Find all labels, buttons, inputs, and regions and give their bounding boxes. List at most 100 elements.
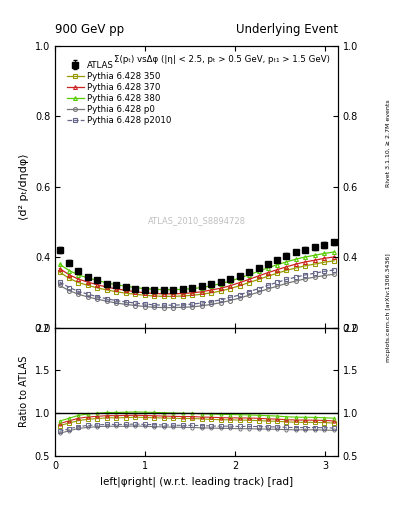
- Pythia 6.428 p2010: [228, 294, 232, 301]
- Pythia 6.428 350: [76, 280, 81, 286]
- Pythia 6.428 350: [303, 263, 308, 269]
- Pythia 6.428 p2010: [124, 299, 129, 305]
- Text: mcplots.cern.ch [arXiv:1306.3436]: mcplots.cern.ch [arXiv:1306.3436]: [386, 253, 391, 361]
- Pythia 6.428 370: [200, 289, 204, 295]
- Pythia 6.428 350: [265, 273, 270, 280]
- Pythia 6.428 p0: [86, 294, 91, 300]
- Pythia 6.428 380: [200, 285, 204, 291]
- Pythia 6.428 p0: [171, 305, 175, 311]
- Legend: ATLAS, Pythia 6.428 350, Pythia 6.428 370, Pythia 6.428 380, Pythia 6.428 p0, Py: ATLAS, Pythia 6.428 350, Pythia 6.428 37…: [65, 59, 173, 127]
- Pythia 6.428 p2010: [189, 301, 194, 307]
- Pythia 6.428 370: [86, 279, 91, 285]
- Pythia 6.428 p2010: [313, 270, 318, 276]
- Pythia 6.428 370: [208, 287, 213, 293]
- Pythia 6.428 380: [76, 272, 81, 278]
- Pythia 6.428 p0: [294, 278, 299, 284]
- Pythia 6.428 380: [133, 285, 138, 291]
- X-axis label: left|φright| (w.r.t. leading track) [rad]: left|φright| (w.r.t. leading track) [rad…: [100, 476, 293, 486]
- Pythia 6.428 370: [171, 291, 175, 297]
- Pythia 6.428 380: [237, 275, 242, 281]
- Pythia 6.428 380: [332, 249, 336, 255]
- Pythia 6.428 380: [86, 275, 91, 281]
- Pythia 6.428 350: [124, 290, 129, 296]
- Pythia 6.428 p2010: [322, 268, 327, 274]
- Pythia 6.428 350: [294, 265, 299, 271]
- Pythia 6.428 370: [294, 261, 299, 267]
- Pythia 6.428 350: [152, 293, 156, 299]
- Pythia 6.428 p0: [219, 300, 223, 306]
- Pythia 6.428 p2010: [114, 297, 119, 304]
- Pythia 6.428 350: [322, 259, 327, 265]
- Line: Pythia 6.428 380: Pythia 6.428 380: [58, 250, 336, 292]
- Pythia 6.428 370: [180, 290, 185, 296]
- Pythia 6.428 350: [57, 269, 62, 275]
- Pythia 6.428 370: [143, 290, 147, 296]
- Pythia 6.428 p2010: [219, 297, 223, 303]
- Pythia 6.428 350: [208, 290, 213, 296]
- Pythia 6.428 p2010: [133, 300, 138, 306]
- Pythia 6.428 p2010: [303, 272, 308, 278]
- Pythia 6.428 p0: [152, 304, 156, 310]
- Pythia 6.428 380: [322, 250, 327, 257]
- Pythia 6.428 p2010: [67, 285, 72, 291]
- Pythia 6.428 380: [208, 283, 213, 289]
- Pythia 6.428 350: [189, 292, 194, 298]
- Pythia 6.428 370: [76, 276, 81, 282]
- Pythia 6.428 380: [256, 268, 261, 274]
- Pythia 6.428 350: [67, 275, 72, 282]
- Pythia 6.428 370: [95, 282, 100, 288]
- Line: Pythia 6.428 350: Pythia 6.428 350: [58, 259, 336, 298]
- Pythia 6.428 p2010: [237, 292, 242, 298]
- Pythia 6.428 350: [284, 267, 289, 273]
- Pythia 6.428 350: [228, 286, 232, 292]
- Pythia 6.428 380: [228, 278, 232, 284]
- Pythia 6.428 p0: [105, 298, 110, 304]
- Pythia 6.428 370: [162, 291, 166, 297]
- Pythia 6.428 p0: [284, 280, 289, 286]
- Pythia 6.428 350: [162, 293, 166, 300]
- Pythia 6.428 350: [171, 293, 175, 300]
- Pythia 6.428 p2010: [275, 279, 280, 285]
- Pythia 6.428 370: [124, 287, 129, 293]
- Pythia 6.428 p2010: [143, 301, 147, 307]
- Pythia 6.428 p0: [189, 304, 194, 310]
- Pythia 6.428 380: [105, 280, 110, 286]
- Pythia 6.428 370: [189, 290, 194, 296]
- Pythia 6.428 p0: [67, 288, 72, 294]
- Pythia 6.428 370: [133, 289, 138, 295]
- Line: Pythia 6.428 370: Pythia 6.428 370: [58, 255, 336, 296]
- Pythia 6.428 p0: [180, 304, 185, 310]
- Pythia 6.428 370: [105, 284, 110, 290]
- Pythia 6.428 350: [313, 261, 318, 267]
- Pythia 6.428 370: [219, 285, 223, 291]
- Pythia 6.428 p0: [332, 271, 336, 278]
- Pythia 6.428 380: [265, 265, 270, 271]
- Pythia 6.428 p2010: [246, 289, 251, 295]
- Pythia 6.428 350: [246, 280, 251, 286]
- Pythia 6.428 370: [322, 255, 327, 262]
- Pythia 6.428 370: [275, 267, 280, 273]
- Pythia 6.428 p0: [303, 275, 308, 282]
- Pythia 6.428 p0: [162, 305, 166, 311]
- Text: Rivet 3.1.10, ≥ 2.7M events: Rivet 3.1.10, ≥ 2.7M events: [386, 99, 391, 187]
- Pythia 6.428 380: [57, 261, 62, 267]
- Pythia 6.428 p2010: [180, 302, 185, 308]
- Pythia 6.428 370: [228, 283, 232, 289]
- Pythia 6.428 p2010: [86, 291, 91, 297]
- Pythia 6.428 p2010: [95, 294, 100, 300]
- Pythia 6.428 p0: [265, 286, 270, 292]
- Pythia 6.428 370: [57, 265, 62, 271]
- Pythia 6.428 380: [67, 268, 72, 274]
- Pythia 6.428 p2010: [76, 288, 81, 294]
- Pythia 6.428 370: [332, 254, 336, 260]
- Pythia 6.428 p2010: [200, 300, 204, 306]
- Pythia 6.428 p0: [313, 274, 318, 280]
- Text: Underlying Event: Underlying Event: [236, 23, 338, 36]
- Pythia 6.428 p2010: [57, 279, 62, 285]
- Pythia 6.428 370: [152, 290, 156, 296]
- Pythia 6.428 370: [303, 259, 308, 265]
- Text: Σ(pₜ) vsΔφ (|η| < 2.5, pₜ > 0.5 GeV, pₜ₁ > 1.5 GeV): Σ(pₜ) vsΔφ (|η| < 2.5, pₜ > 0.5 GeV, pₜ₁…: [114, 55, 329, 63]
- Pythia 6.428 p0: [228, 297, 232, 304]
- Pythia 6.428 380: [313, 252, 318, 258]
- Pythia 6.428 p0: [57, 283, 62, 289]
